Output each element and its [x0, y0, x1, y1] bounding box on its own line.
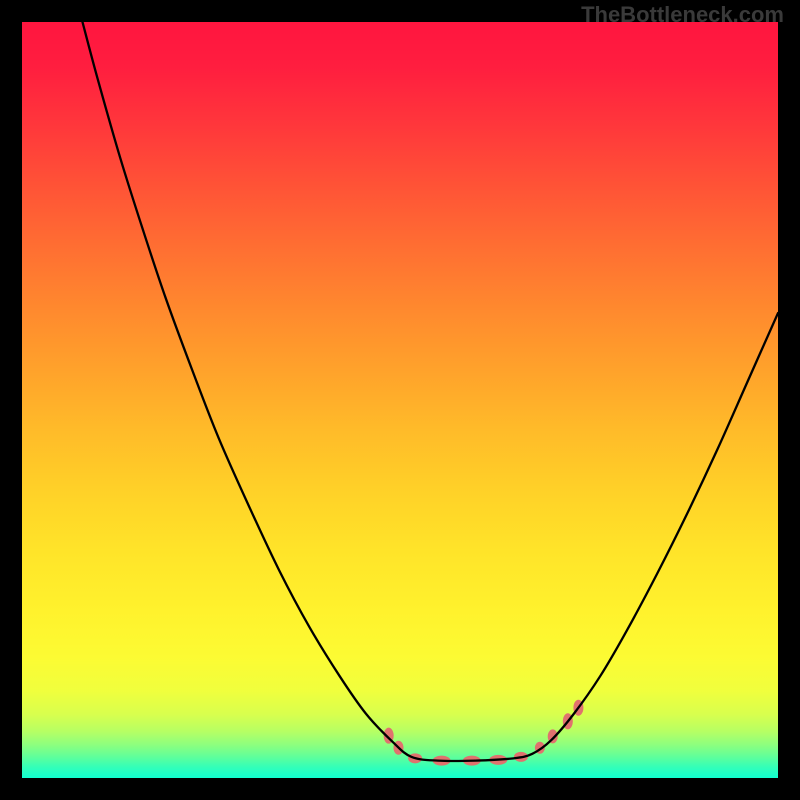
- gradient-plot-area: [22, 22, 778, 778]
- bottleneck-curve-chart: [0, 0, 800, 800]
- watermark-label: TheBottleneck.com: [581, 2, 784, 28]
